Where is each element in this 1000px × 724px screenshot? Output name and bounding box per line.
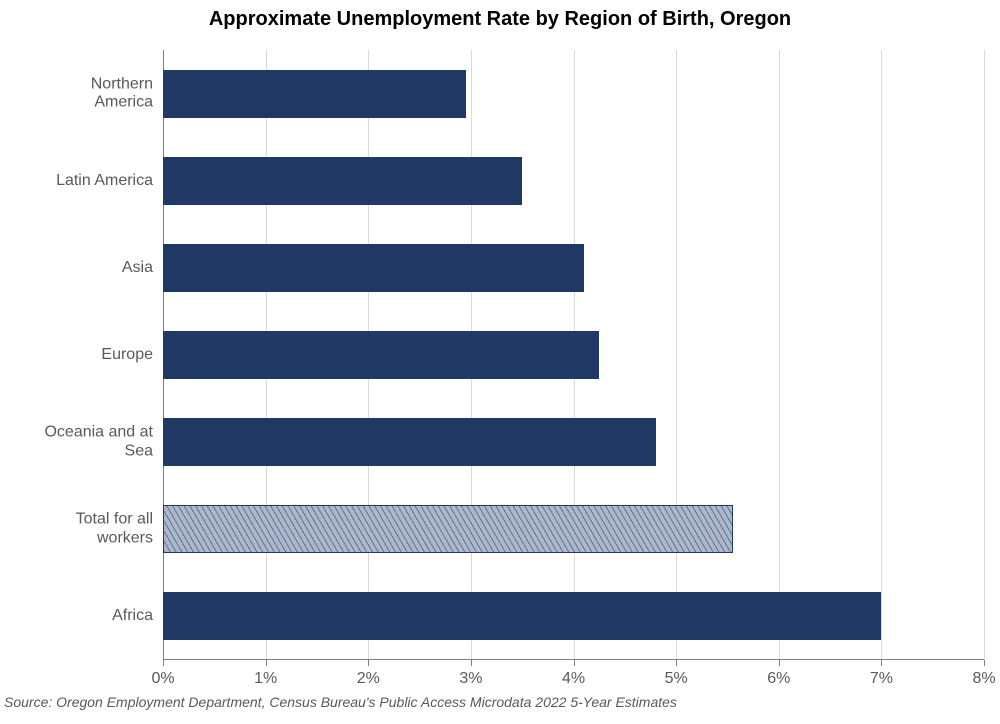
x-tick-mark — [779, 660, 780, 666]
y-axis-label: Oceania and at Sea — [0, 424, 153, 461]
gridline — [676, 50, 677, 660]
y-axis-label: Asia — [0, 259, 153, 277]
x-tick-mark — [984, 660, 985, 666]
x-axis-label: 6% — [767, 670, 790, 688]
x-tick-mark — [163, 660, 164, 666]
y-axis-label: Latin America — [0, 172, 153, 190]
x-axis-label: 5% — [665, 670, 688, 688]
x-axis-label: 2% — [357, 670, 380, 688]
bar — [163, 505, 733, 553]
bar — [163, 331, 599, 379]
x-tick-mark — [881, 660, 882, 666]
x-tick-mark — [471, 660, 472, 666]
x-tick-mark — [574, 660, 575, 666]
gridline — [881, 50, 882, 660]
x-axis-label: 0% — [151, 670, 174, 688]
chart-container: Approximate Unemployment Rate by Region … — [0, 0, 1000, 724]
x-axis-label: 8% — [972, 670, 995, 688]
bar — [163, 244, 584, 292]
y-axis-label: Africa — [0, 607, 153, 625]
bar — [163, 157, 522, 205]
y-axis-label: Northern America — [0, 75, 153, 112]
bar — [163, 418, 656, 466]
x-axis-label: 4% — [562, 670, 585, 688]
x-tick-mark — [676, 660, 677, 666]
y-axis-label: Europe — [0, 346, 153, 364]
y-axis-label: Total for all workers — [0, 511, 153, 548]
x-tick-mark — [368, 660, 369, 666]
bar — [163, 70, 466, 118]
bar — [163, 592, 881, 640]
source-note: Source: Oregon Employment Department, Ce… — [4, 694, 677, 710]
x-axis-label: 1% — [254, 670, 277, 688]
gridline — [984, 50, 985, 660]
chart-title: Approximate Unemployment Rate by Region … — [0, 8, 1000, 31]
gridline — [779, 50, 780, 660]
x-tick-mark — [266, 660, 267, 666]
plot-area — [163, 50, 984, 660]
x-axis-label: 7% — [870, 670, 893, 688]
x-axis-label: 3% — [459, 670, 482, 688]
